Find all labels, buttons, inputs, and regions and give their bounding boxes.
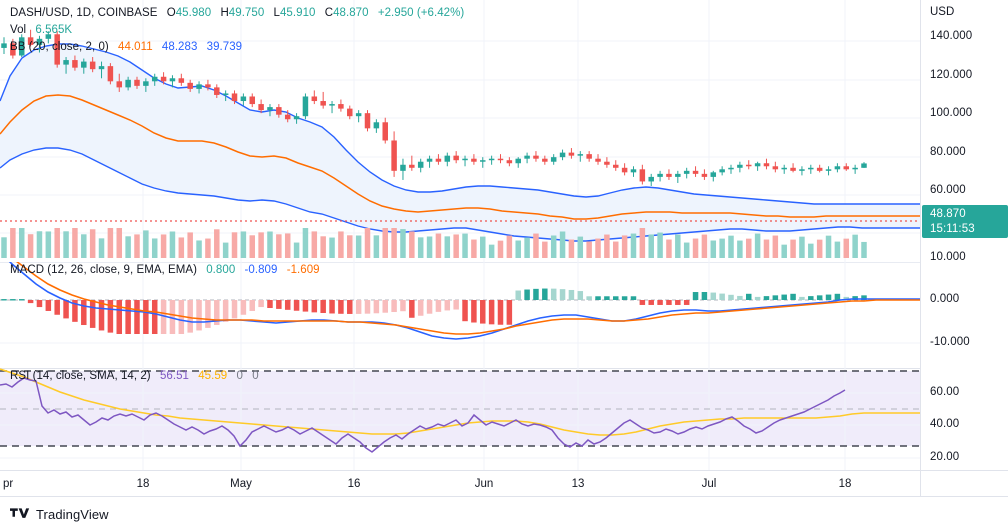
bb-legend[interactable]: BB (20, close, 2, 0) 44.011 48.283 39.73… xyxy=(10,41,242,53)
rsi-chart-svg xyxy=(0,368,920,470)
candlesticks xyxy=(1,29,867,186)
bb-fill xyxy=(0,44,920,241)
macd-chart-svg xyxy=(0,262,920,368)
macd-legend-label: MACD (12, 26, close, 9, EMA, EMA) xyxy=(10,264,197,276)
rsi-legend-label: RSI (14, close, SMA, 14, 2) xyxy=(10,370,151,382)
macd-histogram xyxy=(1,288,867,334)
time-axis-tick: 18 xyxy=(838,478,852,490)
rsi-line xyxy=(0,377,846,453)
rsi-pane[interactable] xyxy=(0,368,920,470)
price-axis-tick: 20.00 xyxy=(930,451,960,463)
time-axis-tick: 13 xyxy=(571,478,585,490)
price-axis-tick: 40.00 xyxy=(930,418,960,430)
bb-basis-line xyxy=(0,94,920,220)
ohlc-c-label: C xyxy=(324,7,334,19)
ohlc-l-label: L xyxy=(273,7,280,19)
price-axis-tick: 100.000 xyxy=(930,107,973,119)
bb-lower-value: 39.739 xyxy=(206,41,243,53)
symbol-legend-title: DASH/USD, 1D, COINBASE xyxy=(10,7,158,19)
rsi-sma-line xyxy=(0,368,920,436)
time-axis-tick: Jul xyxy=(701,478,717,490)
time-axis-tick: 18 xyxy=(136,478,150,490)
tradingview-logo-text: TradingView xyxy=(36,506,109,522)
time-axis-tick: Jun xyxy=(474,478,494,490)
price-axis-tick: 80.000 xyxy=(930,146,966,158)
volume-legend-label: Vol xyxy=(10,24,27,36)
ohlc-h-label: H xyxy=(220,7,229,19)
price-chart-svg xyxy=(0,0,920,262)
time-axis[interactable]: pr 18 May 16 Jun 13 Jul 18 xyxy=(0,470,1008,497)
macd-pane[interactable] xyxy=(0,262,920,368)
current-price-value: 48.870 xyxy=(930,208,966,220)
bb-upper-line xyxy=(0,43,920,205)
price-axis-tick: 120.000 xyxy=(930,69,973,81)
macd-line xyxy=(8,262,920,340)
current-price-badge[interactable]: 48.870 15:11:53 xyxy=(922,205,1008,238)
tradingview-logo-icon xyxy=(10,507,30,518)
rsi-zero-1: 0 xyxy=(236,370,243,382)
ohlc-o-label: O xyxy=(166,7,176,19)
bb-upper-value: 48.283 xyxy=(161,41,198,53)
time-axis-tick: pr xyxy=(3,478,14,490)
price-axis-tick: -10.000 xyxy=(930,336,970,348)
macd-legend[interactable]: MACD (12, 26, close, 9, EMA, EMA) 0.800 … xyxy=(10,264,320,276)
rsi-value: 56.51 xyxy=(159,370,189,382)
pane-separator-rsi xyxy=(0,368,920,369)
volume-legend[interactable]: Vol 6.565K xyxy=(10,24,72,36)
time-axis-tick: May xyxy=(230,478,252,490)
macd-signal-value: -1.609 xyxy=(286,264,320,276)
price-axis-currency: USD xyxy=(930,6,955,18)
macd-line-value: -0.809 xyxy=(244,264,278,276)
time-axis-separator xyxy=(920,470,921,496)
ohlc-h-value: 49.750 xyxy=(228,7,265,19)
bb-basis-value: 44.011 xyxy=(118,41,153,53)
price-axis-tick: 140.000 xyxy=(930,30,973,42)
price-axis[interactable]: USD 140.000 120.000 100.000 80.000 60.000 10.… xyxy=(920,0,1008,470)
symbol-legend[interactable]: DASH/USD, 1D, COINBASE O45.980 H49.750 L… xyxy=(10,7,464,19)
price-axis-tick: 10.000 xyxy=(930,251,966,263)
rsi-band-fill xyxy=(0,371,920,446)
price-change: +2.950 (+6.42%) xyxy=(377,7,465,19)
current-price-time: 15:11:53 xyxy=(930,223,975,235)
bb-lower-line xyxy=(0,147,920,242)
price-axis-tick: 60.000 xyxy=(930,184,966,196)
footer-bar: TradingView xyxy=(0,496,1008,531)
volume-legend-value: 6.565K xyxy=(35,24,73,36)
ohlc-o-value: 45.980 xyxy=(175,7,212,19)
ohlc-c-value: 48.870 xyxy=(333,7,369,19)
rsi-zero-2: 0 xyxy=(252,370,259,382)
macd-hist-value: 0.800 xyxy=(206,264,236,276)
rsi-legend[interactable]: RSI (14, close, SMA, 14, 2) 56.51 45.59 … xyxy=(10,370,259,382)
price-pane[interactable] xyxy=(0,0,920,262)
tradingview-logo[interactable]: TradingView xyxy=(10,507,109,522)
rsi-sma-value: 45.59 xyxy=(198,370,228,382)
ohlc-l-value: 45.910 xyxy=(279,7,316,19)
price-axis-tick: 60.00 xyxy=(930,386,960,398)
price-axis-tick: 0.000 xyxy=(930,293,960,305)
macd-signal-line xyxy=(16,262,920,335)
bb-legend-label: BB (20, close, 2, 0) xyxy=(10,41,109,53)
time-axis-tick: 16 xyxy=(347,478,361,490)
volume-bars xyxy=(1,228,867,258)
